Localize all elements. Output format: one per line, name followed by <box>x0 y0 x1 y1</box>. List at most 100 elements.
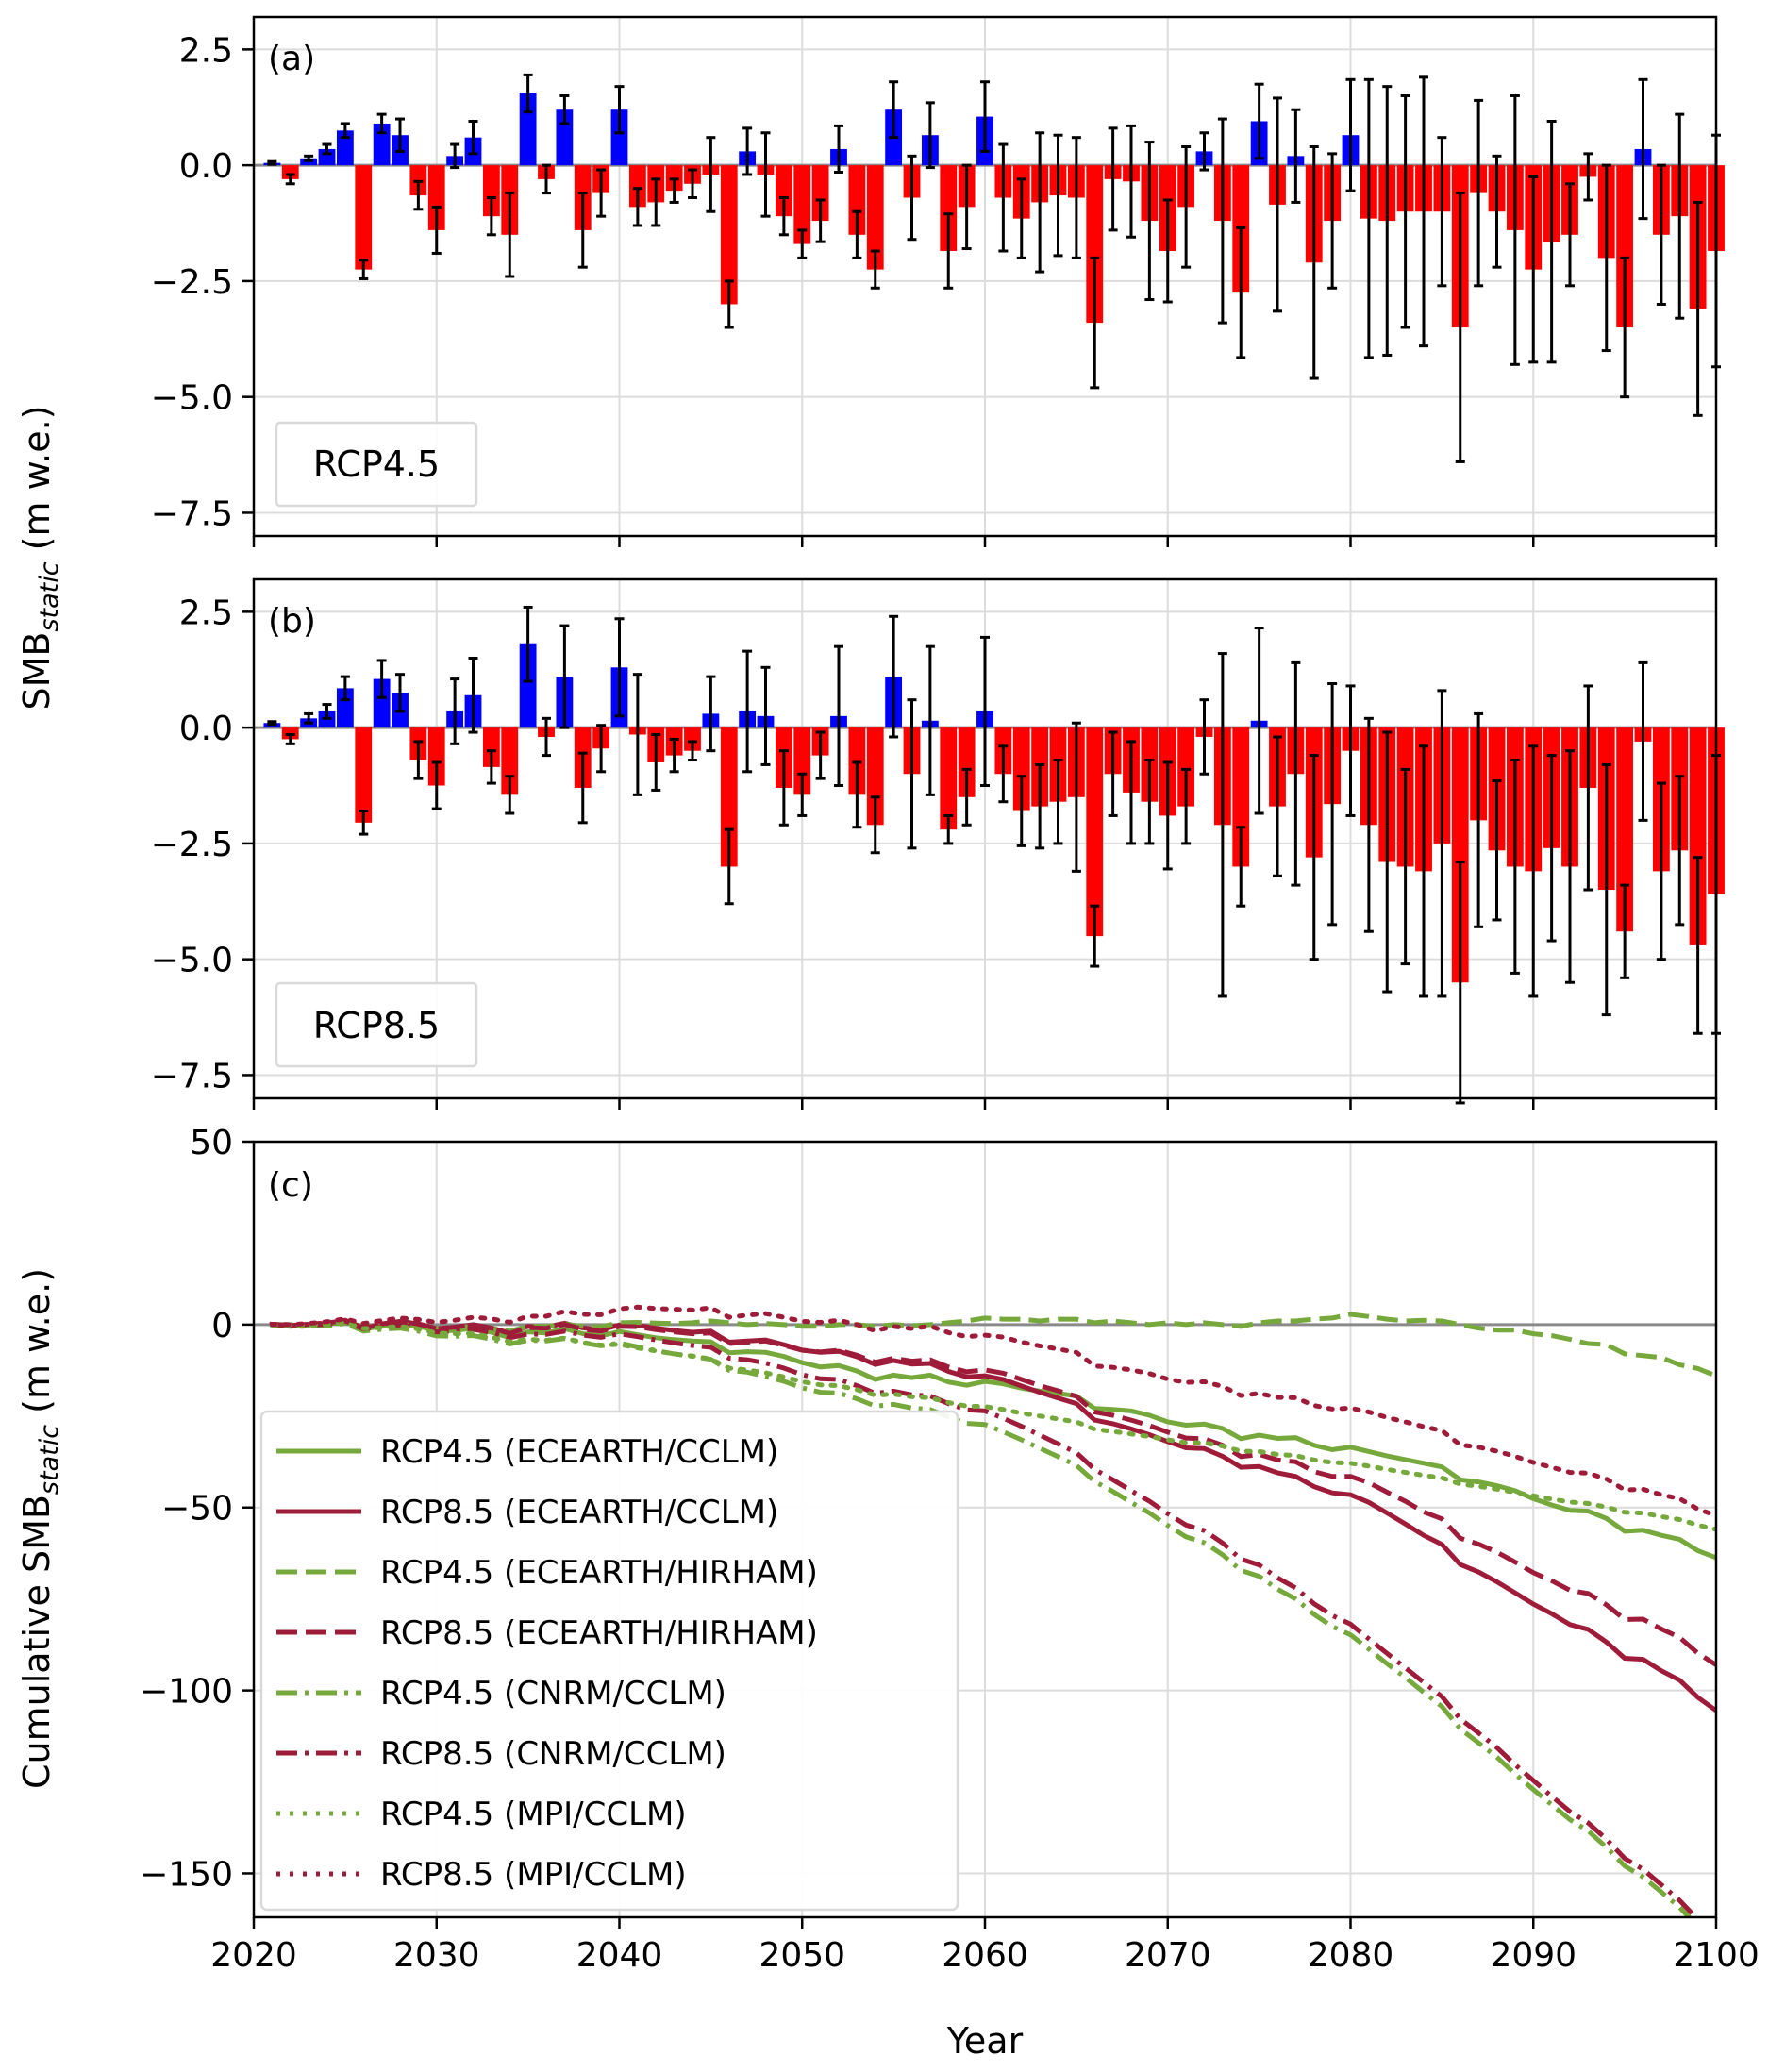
panel-a-rcp45-annual-smb: 2.5 0.0 −2.5 −5.0 −7.5 (a) RCP4.5 <box>151 15 1725 547</box>
panel-a-errorbar-2040 <box>614 85 625 135</box>
panel-b-errorbar-2066 <box>1090 904 1100 968</box>
panel-b-errorbar-2023 <box>304 711 314 725</box>
panel-b-bar-2059 <box>958 727 976 797</box>
panel-b-errorbar-2028 <box>395 673 405 713</box>
panel-b-errorbar-2041 <box>632 673 642 796</box>
panel-a-errorbar-2032 <box>468 119 478 156</box>
panel-b-errorbar-2060 <box>980 635 990 788</box>
panel-a-errorbar-2092 <box>1565 182 1575 288</box>
panel-b-bar-2086 <box>1451 727 1469 983</box>
panel-b-bar-2030 <box>427 727 445 786</box>
panel-b-errorbar-2091 <box>1546 754 1557 943</box>
y-axis-title-c-subscript: static <box>35 1425 64 1495</box>
panel-b-errorbar-2037 <box>559 624 570 729</box>
panel-b-bar-2062 <box>1012 727 1030 811</box>
panel-c-ytick-label: 0 <box>211 1307 233 1345</box>
panel-b-errorbar-2095 <box>1620 883 1630 979</box>
panel-a-errorbar-2078 <box>1309 145 1319 380</box>
panel-b-x-ticks <box>252 1098 1718 1110</box>
panel-b-errorbar-2076 <box>1273 735 1282 877</box>
panel-a-errorbar-2065 <box>1071 136 1081 259</box>
panel-b-errorbar-2048 <box>760 665 771 766</box>
panel-a-errorbar-2021 <box>267 159 277 166</box>
panel-a-errorbar-2048 <box>760 131 771 218</box>
panel-b-errorbar-2090 <box>1528 744 1539 998</box>
panel-b-errorbar-2075 <box>1254 627 1264 815</box>
panel-b-errorbar-2032 <box>468 656 478 734</box>
panel-a-errorbar-2026 <box>359 259 369 280</box>
panel-b-errorbar-2038 <box>577 751 588 825</box>
panel-b-bar-2050 <box>793 727 811 795</box>
panel-c-xtick-label: 2040 <box>576 1936 663 1975</box>
panel-a-errorbar-2089 <box>1510 93 1520 366</box>
panel-b-errorbar-2069 <box>1144 759 1155 845</box>
panel-c-ytick-label: 50 <box>190 1124 233 1162</box>
panel-a-errorbar-2070 <box>1162 198 1173 304</box>
panel-b-errorbar-2022 <box>285 733 295 745</box>
panel-a-errorbar-2041 <box>632 187 642 227</box>
panel-a-errorbar-2044 <box>688 168 697 200</box>
panel-a-errorbar-2022 <box>285 173 295 186</box>
panel-b-errorbar-2031 <box>450 677 460 745</box>
panel-b-errorbar-2065 <box>1071 721 1081 873</box>
panel-a-bar-2051 <box>811 165 829 222</box>
panel-a-ytick-label: −2.5 <box>151 263 233 302</box>
panel-b-ytick-label: −2.5 <box>151 826 233 864</box>
panel-c-ytick-label: −100 <box>140 1673 233 1712</box>
panel-a-errorbar-2071 <box>1181 145 1192 269</box>
panel-a-errorbar-2033 <box>486 196 496 237</box>
panel-b-bar-2044 <box>684 727 701 751</box>
panel-a-errorbar-2029 <box>413 179 424 211</box>
panel-c-xtick-label: 2100 <box>1673 1936 1760 1975</box>
panel-a-errorbar-2086 <box>1455 192 1465 463</box>
panel-a-errorbar-2063 <box>1035 131 1045 274</box>
panel-c-tag: (c) <box>268 1166 313 1205</box>
panel-b-errorbar-2029 <box>413 740 424 780</box>
y-axis-title-ab-main: SMB <box>16 632 58 710</box>
panel-a-errorbar-2082 <box>1382 85 1393 357</box>
legend-label-7: RCP8.5 (MPI/CCLM) <box>380 1856 687 1894</box>
panel-b-errorbar-2073 <box>1217 652 1227 998</box>
panel-b-errorbar-2077 <box>1291 660 1301 887</box>
panel-a-bar-2041 <box>628 165 646 208</box>
panel-a-errorbar-2028 <box>395 117 405 153</box>
panel-c-series-line-3 <box>269 1318 1716 1667</box>
panel-b-ytick-label: −5.0 <box>151 942 233 980</box>
panel-a-errorbar-2097 <box>1656 163 1666 306</box>
panel-b-errorbar-2035 <box>523 605 533 683</box>
panel-a-errorbar-2077 <box>1291 108 1301 204</box>
panel-b-errorbar-2082 <box>1382 730 1393 994</box>
panel-a-errorbar-2068 <box>1126 124 1136 239</box>
panel-a-errorbar-2038 <box>577 192 588 269</box>
panel-b-ytick-label: 0.0 <box>179 710 233 748</box>
legend-label-3: RCP8.5 (ECEARTH/HIRHAM) <box>380 1614 818 1652</box>
panel-b-errorbar-2033 <box>486 749 496 785</box>
panel-a-bar-2046 <box>720 165 738 305</box>
panel-a-errorbar-2035 <box>523 73 533 114</box>
panel-c-series-line-5 <box>272 1319 1699 1917</box>
panel-b-errorbar-2096 <box>1638 660 1648 822</box>
panel-b-rcp85-annual-smb: 2.5 0.0 −2.5 −5.0 −7.5 (b) RCP8.5 <box>151 577 1725 1110</box>
panel-b-errorbar-2061 <box>998 744 1009 804</box>
panel-a-errorbar-2053 <box>852 209 862 259</box>
panel-b-bar-2033 <box>482 727 500 767</box>
panel-b-errorbar-2058 <box>943 813 954 845</box>
panel-c-xtick-label: 2020 <box>210 1936 297 1975</box>
panel-b-errorbar-2036 <box>542 716 551 758</box>
panel-b-bar-2071 <box>1177 727 1195 807</box>
panel-b-errorbar-2081 <box>1363 716 1374 933</box>
panel-a-errorbar-2045 <box>706 136 716 213</box>
panel-b-errorbar-2092 <box>1565 749 1575 984</box>
panel-b-errorbar-2024 <box>322 703 332 720</box>
panel-c-cumulative-smb: 500−50−100−150 2020 2030 2040 2050 2060 2070 2… <box>140 1124 1760 2062</box>
panel-a-errorbar-2051 <box>815 198 826 243</box>
panel-a-errorbar-2090 <box>1528 175 1539 364</box>
panel-a-bar-2030 <box>427 165 445 230</box>
panel-b-errorbar-2045 <box>706 675 716 753</box>
panel-b-bar-2066 <box>1086 727 1104 937</box>
panel-c-series-line-7 <box>269 1304 1716 1518</box>
panel-a-errorbar-2066 <box>1090 256 1100 390</box>
panel-c-series-line-1 <box>269 1317 1716 1713</box>
panel-a-errorbar-2099 <box>1693 200 1703 417</box>
panel-a-tag: (a) <box>268 40 315 78</box>
